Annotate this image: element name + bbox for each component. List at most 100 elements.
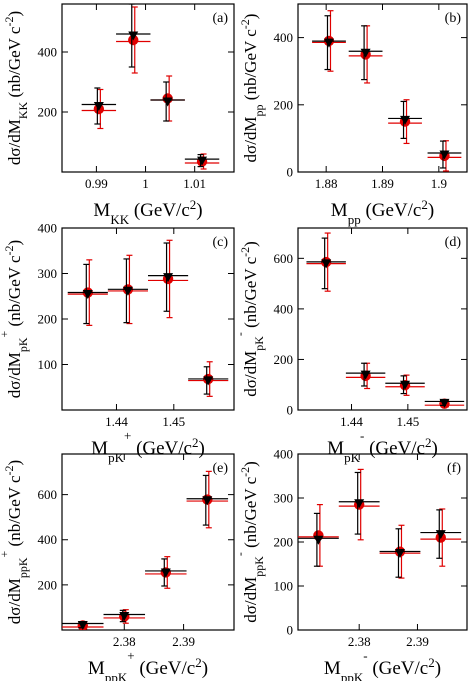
y-axis-title-subscript-charge: + [0,331,11,338]
y-axis-title-close: ) [241,241,260,247]
y-tick-label: 400 [274,447,294,462]
x-axis-title-close: ) [202,658,208,679]
y-axis-title: dσ/dMppK + (nb/GeV c-2) [0,460,30,624]
y-axis-title-exponent: -2 [2,465,16,475]
x-axis-title-units: (GeV/c [364,438,425,459]
data-point-triangle [400,380,411,390]
x-axis-title-main: M [331,200,348,221]
x-axis-title-subscript: pK [108,450,125,465]
y-tick-label: 300 [38,266,58,281]
x-axis-title-close: ) [428,200,434,221]
y-axis-title-units: (nb/GeV c [5,255,24,331]
y-tick-label: 200 [274,97,294,112]
x-axis-title-close: ) [198,438,204,459]
y-tick-label: 200 [38,577,58,592]
panel-label: (c) [212,235,228,250]
x-tick-label: 2.39 [172,634,195,649]
y-tick-label: 100 [38,357,58,372]
x-tick-label: 1.89 [371,176,394,191]
data-point-triangle [77,621,88,630]
x-axis-title: MKK (GeV/c2) [93,197,202,227]
x-axis-title: MppK - (GeV/c2) [324,648,441,681]
x-tick-label: 2.38 [113,634,136,649]
data-point-triangle [360,370,371,380]
data-point-triangle [394,549,405,558]
y-tick-label: 200 [274,535,294,550]
y-axis-title-subscript: ppK [16,557,30,578]
x-axis-title-units: (GeV/c [368,658,429,679]
panel-label: (e) [212,461,228,476]
data-layer [81,4,220,170]
y-axis-title-main: dσ/dM [5,119,24,165]
x-axis-title-subscript: pK [344,450,361,465]
y-axis-title: dσ/dMpK + (nb/GeV c-2) [0,240,30,398]
data-point-triangle [163,273,174,283]
y-tick-label: 400 [38,532,58,547]
data-point-triangle [321,259,332,269]
y-axis-title-close: ) [241,461,260,467]
data-point-triangle [400,115,411,125]
panel-label: (b) [445,11,462,26]
x-axis-title-main: M [324,658,341,679]
y-axis-title-exponent: -2 [238,19,252,29]
data-point-triangle [439,398,450,408]
y-tick-label: 100 [274,579,294,594]
x-axis-title: MpK + (GeV/c2) [91,428,205,465]
y-tick-label: 400 [274,301,294,316]
x-axis-title-main: M [93,200,110,221]
y-axis-title-units: (nb/GeV c [5,475,24,551]
panel-label: (f) [447,461,461,476]
data-point-triangle [354,499,365,509]
x-axis-title: MpK - (GeV/c2) [327,428,438,465]
x-tick-label: 1.9 [431,176,447,191]
x-tick-label: 1.45 [162,414,185,429]
y-axis-title-main: dσ/dM [241,351,260,397]
y-tick-label: 0 [287,623,294,638]
x-axis-title-close: ) [196,200,202,221]
x-axis-title-main: M [91,438,108,459]
y-tick-label: 600 [38,487,58,502]
data-layer [62,470,229,630]
y-axis-title-main: dσ/dM [241,577,260,623]
y-tick-label: 400 [274,30,294,45]
x-axis-title-exponent: 2 [195,655,202,670]
data-layer [298,468,462,579]
y-axis-title-exponent: -2 [238,247,252,257]
x-tick-label: 1 [142,176,149,191]
y-axis-title: dσ/dMpK - (nb/GeV c-2) [233,241,266,397]
data-layer [312,10,462,172]
y-axis-title-subscript-charge: - [233,332,247,336]
x-axis-title-subscript-charge: + [124,428,131,443]
data-layer [306,232,465,409]
y-axis-title-close: ) [241,14,260,20]
x-axis-title-subscript: ppK [341,670,364,681]
x-axis-title-exponent: 2 [192,435,199,450]
y-tick-label: 200 [274,352,294,367]
y-axis-title-close: ) [5,240,24,246]
y-tick-label: 200 [38,312,58,327]
x-tick-label: 2.39 [406,634,429,649]
panel-label: (a) [212,11,228,26]
y-axis-title-units: (nb/GeV c [241,256,260,332]
y-tick-label: 300 [274,491,294,506]
x-axis-title-subscript-charge: - [363,648,367,663]
data-point-triangle [360,48,371,58]
y-axis-title-main: dσ/dM [241,116,260,162]
x-axis-title-exponent: 2 [421,197,428,212]
x-axis-title-units: (GeV/c [135,658,196,679]
y-axis-title-exponent: -2 [2,245,16,255]
x-axis-title-close: ) [435,658,441,679]
x-tick-label: 2.38 [348,634,371,649]
plot-frame [297,227,468,411]
x-tick-label: 1.01 [183,176,206,191]
y-axis-title-subscript: KK [16,101,30,119]
x-tick-label: 1.88 [315,176,338,191]
x-tick-label: 1.44 [340,414,363,429]
data-point-triangle [439,150,450,160]
x-axis-title-subscript: pp [348,212,361,227]
x-axis-title-exponent: 2 [425,435,432,450]
